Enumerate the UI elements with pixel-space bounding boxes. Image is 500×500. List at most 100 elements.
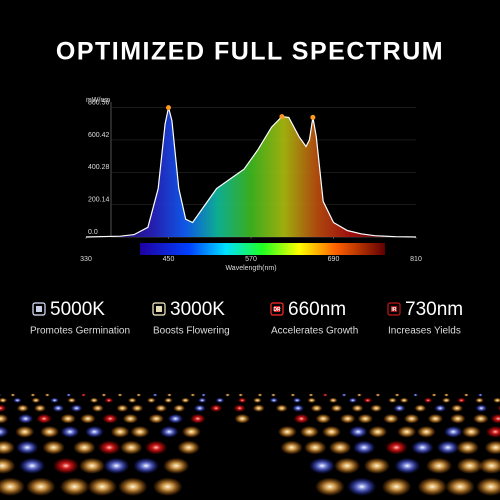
led <box>0 440 15 455</box>
led <box>352 440 376 455</box>
led <box>370 404 383 412</box>
led <box>0 457 16 474</box>
led <box>31 397 41 403</box>
y-tick-label: 400.28 <box>88 164 110 171</box>
feature-icon <box>32 302 46 316</box>
led <box>399 397 409 403</box>
led <box>0 425 9 438</box>
led <box>416 425 436 438</box>
led <box>277 425 297 438</box>
spectrum-line <box>85 107 417 238</box>
led <box>357 413 373 424</box>
feature-value: 660nm <box>288 299 346 320</box>
led <box>473 413 489 424</box>
led <box>304 440 327 455</box>
led <box>375 393 381 397</box>
led <box>148 413 164 424</box>
led <box>91 404 104 412</box>
led <box>363 397 372 403</box>
led <box>394 393 400 397</box>
led <box>193 404 206 412</box>
led <box>34 404 46 412</box>
led <box>15 425 35 438</box>
led <box>308 393 314 397</box>
led <box>117 393 123 397</box>
led <box>152 393 158 397</box>
feature-icon-glow <box>274 306 280 312</box>
led <box>450 413 466 424</box>
led <box>307 397 316 403</box>
led <box>403 413 420 424</box>
led <box>271 393 276 397</box>
led <box>315 413 331 424</box>
led <box>414 404 427 412</box>
led <box>280 440 303 455</box>
plot: 0.0 200.14 400.28 600.42 800.56 330 450 570 690 8… <box>80 99 422 262</box>
led <box>385 440 408 455</box>
led <box>393 404 406 412</box>
spectrum-bar <box>140 243 385 255</box>
led <box>70 404 83 412</box>
led <box>334 457 361 474</box>
led <box>133 457 160 474</box>
led <box>478 457 500 474</box>
feature-icon-glow <box>156 306 162 312</box>
led <box>155 404 167 412</box>
led <box>427 413 444 424</box>
feature-caption: Promotes Germination <box>30 326 130 337</box>
led <box>130 425 150 438</box>
led <box>309 457 336 474</box>
led <box>475 404 488 412</box>
led <box>423 397 433 403</box>
led <box>497 405 500 412</box>
led <box>457 397 466 403</box>
led <box>85 425 104 438</box>
led <box>0 393 1 397</box>
x-tick-label: 570 <box>245 256 257 263</box>
led <box>238 397 247 403</box>
led <box>210 404 223 412</box>
led <box>383 413 399 424</box>
x-tick-label: 450 <box>163 256 175 263</box>
led <box>101 393 107 397</box>
led <box>434 404 447 412</box>
led <box>17 413 34 424</box>
led <box>30 393 36 397</box>
led <box>87 477 117 496</box>
led <box>351 404 364 412</box>
y-axis-label: mW/nm <box>86 97 110 104</box>
peak-dot <box>310 114 316 120</box>
led <box>198 397 207 403</box>
led <box>388 397 397 403</box>
led <box>340 413 356 424</box>
led <box>44 393 50 397</box>
features: 5000K Promotes Germination 3000K Boosts Flo… <box>30 299 463 337</box>
feature-caption: Accelerates Growth <box>271 326 358 337</box>
led <box>461 425 481 438</box>
led <box>122 413 139 424</box>
led <box>59 477 90 496</box>
led <box>0 404 7 412</box>
led <box>348 425 368 438</box>
feature-caption: Increases Yields <box>388 326 461 337</box>
led <box>173 404 186 412</box>
led <box>443 425 463 438</box>
led <box>0 397 8 403</box>
led <box>181 397 190 403</box>
led <box>476 477 500 496</box>
led <box>60 425 80 438</box>
led <box>167 393 172 397</box>
x-tick-label: 810 <box>410 256 422 263</box>
led <box>60 413 76 424</box>
feature-icon-label: DR <box>273 307 281 313</box>
led <box>201 393 207 397</box>
led-photo <box>0 393 500 500</box>
led <box>493 397 500 403</box>
led <box>394 457 421 474</box>
led <box>485 425 500 438</box>
led <box>293 413 310 424</box>
led <box>426 457 453 474</box>
feature-icon-glow <box>391 306 397 312</box>
led <box>411 440 434 455</box>
led <box>10 393 16 397</box>
